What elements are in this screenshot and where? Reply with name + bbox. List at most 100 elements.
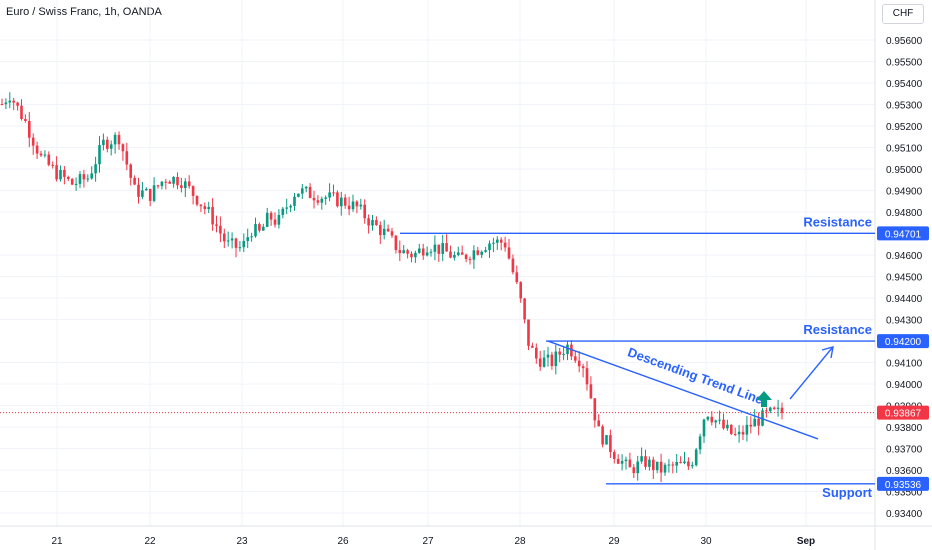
candle-body [655,461,659,471]
candle-body [351,201,355,210]
candle-body [156,185,160,187]
candle-body [757,418,760,426]
candle-body [320,198,324,203]
level-price-badge [877,226,929,241]
y-tick-label: 0.95500 [886,58,923,69]
candle-body [102,139,105,146]
candle-body [191,186,195,196]
candle-body [453,255,456,258]
y-tick-label: 0.93500 [886,488,923,499]
candle-body [457,252,460,256]
candle-body [219,225,222,234]
candle-body [765,410,768,412]
candle-body [761,410,764,426]
candle-body [609,435,612,453]
level-price-badge [877,334,929,349]
candle-body [644,456,647,467]
candle-body [671,464,675,466]
y-tick-label: 0.94000 [886,380,923,391]
candle-body [0,103,4,105]
x-tick-label: 27 [422,536,434,547]
candle-body [242,240,246,248]
candle-body [667,464,671,466]
candle-body [359,204,363,207]
candle-body [741,431,745,435]
candle-body [113,134,117,145]
candle-body [737,431,741,435]
y-tick-label: 0.95600 [886,36,923,47]
candle-body [730,424,733,434]
x-tick-label: 22 [144,536,156,547]
candle-body [421,248,425,256]
candle-body [445,243,448,252]
y-tick-label: 0.93700 [886,445,923,456]
candle-body [74,183,78,185]
candle-body [628,459,632,468]
candle-body [394,235,398,251]
currency-button[interactable]: CHF [882,4,924,24]
x-tick-label: 28 [514,536,526,547]
candle-body [39,153,43,156]
candle-body [355,201,359,207]
candle-body [406,250,409,254]
candle-body [698,436,702,450]
x-tick-label: 21 [51,536,63,547]
candle-body [714,420,717,423]
x-tick-label: 26 [337,536,349,547]
candle-body [679,462,682,464]
candle-body [425,252,429,256]
level-price-label: 0.94200 [885,337,922,348]
y-tick-label: 0.95100 [886,144,923,155]
candle-body [476,250,480,255]
candle-body [203,206,207,210]
candle-body [316,200,320,203]
y-tick-label: 0.95200 [886,122,923,133]
candle-body [238,247,242,249]
candle-body [441,243,444,254]
candle-body [710,416,714,423]
y-tick-label: 0.94800 [886,208,923,219]
candle-body [460,252,464,255]
candle-body [449,251,452,258]
candle-body [538,358,542,367]
candle-body [515,272,519,283]
candle-body [262,226,265,231]
candle-body [691,465,694,467]
x-tick-label: 30 [700,536,712,547]
candle-body [304,186,308,189]
candle-body [640,456,643,462]
candle-body [499,239,503,243]
candle-body [164,181,168,183]
candle-body [418,248,421,253]
candle-body [386,228,390,232]
candle-body [379,225,382,236]
candle-body [258,224,261,231]
candle-body [398,250,402,254]
candle-body [180,185,183,189]
candle-body [749,424,753,427]
y-tick-label: 0.95300 [886,101,923,112]
candle-body [289,205,292,208]
projection-arrow [789,347,833,400]
candle-body [581,366,585,369]
candle-body [367,218,370,226]
candle-body [519,282,522,299]
candle-body [535,347,538,359]
candle-body [20,105,23,119]
candle-body [12,100,15,103]
candle-body [464,254,468,260]
candle-body [531,345,534,348]
y-tick-label: 0.94900 [886,187,923,198]
level-label: Resistance [803,322,872,337]
candle-body [328,192,331,198]
y-tick-label: 0.95000 [886,165,923,176]
y-tick-label: 0.94300 [886,316,923,327]
candle-body [230,238,234,241]
x-tick-label: 23 [236,536,248,547]
candle-body [63,170,66,177]
candle-body [340,197,343,207]
candle-body [780,407,784,413]
candle-body [176,176,179,186]
candle-body [410,253,413,258]
